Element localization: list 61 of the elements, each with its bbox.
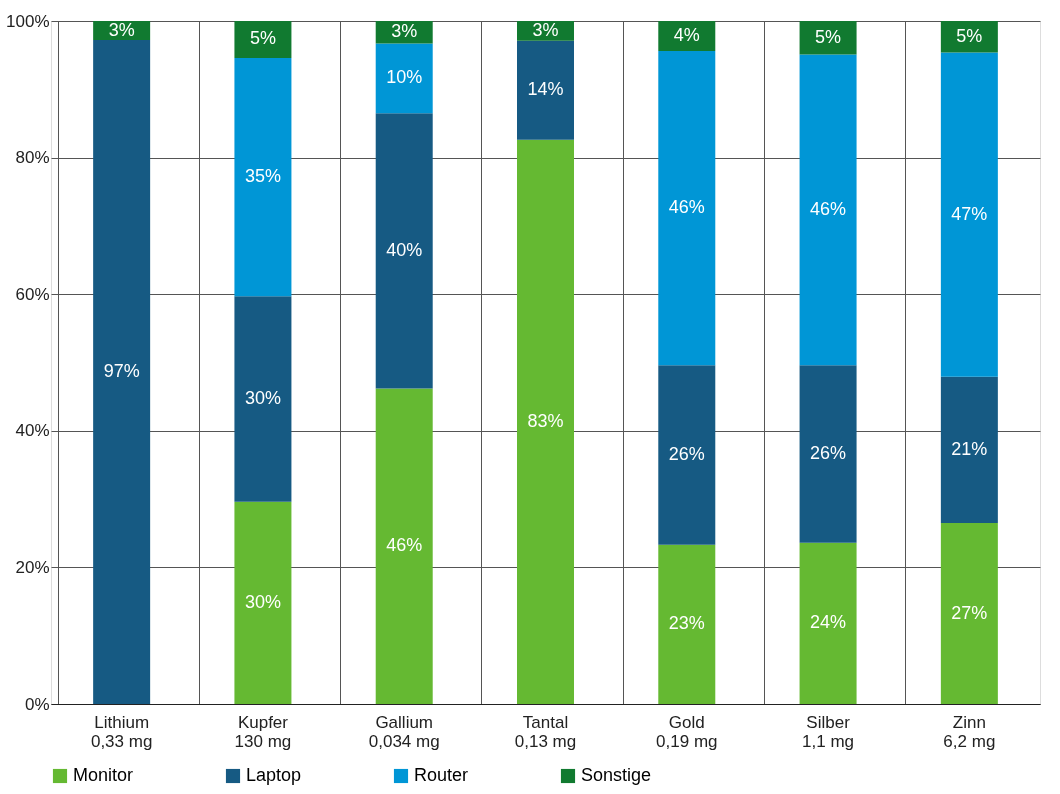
bar <box>658 365 716 545</box>
data-label: 30% <box>244 388 281 409</box>
bar <box>940 52 998 377</box>
bar <box>799 54 857 366</box>
bar <box>93 40 151 704</box>
bar <box>517 139 574 704</box>
data-label: 40% <box>386 239 423 260</box>
data-label: 14% <box>527 79 564 100</box>
data-label: 3% <box>391 21 418 42</box>
bar <box>375 388 433 704</box>
data-label: 30% <box>244 591 281 612</box>
data-label: 47% <box>951 203 988 224</box>
bar <box>375 113 433 389</box>
x-tick-label: Gallium 0,034 mg <box>368 712 440 751</box>
legend-label: Laptop <box>246 765 302 785</box>
bar <box>234 501 292 704</box>
data-label: 46% <box>668 197 705 218</box>
y-tick-label: 100% <box>6 11 50 31</box>
bar <box>658 51 716 366</box>
x-tick-label: Kupfer 130 mg <box>234 712 292 751</box>
data-label: 46% <box>810 198 847 219</box>
x-tick-label: Silber 1,1 mg <box>802 712 855 751</box>
y-tick-label: 20% <box>15 557 50 577</box>
data-label: 5% <box>249 28 276 49</box>
y-tick-label: 60% <box>15 284 50 304</box>
data-label: 3% <box>108 19 135 40</box>
data-label: 24% <box>810 612 847 633</box>
data-label: 83% <box>527 410 564 431</box>
y-tick-label: 40% <box>15 421 50 441</box>
bar <box>799 542 857 704</box>
bar <box>799 365 857 543</box>
bar <box>234 296 292 502</box>
bar <box>375 43 433 114</box>
legend-label: Router <box>414 765 469 785</box>
data-label: 4% <box>673 25 700 46</box>
bar <box>234 57 292 297</box>
data-label: 5% <box>956 25 983 46</box>
data-label: 26% <box>810 443 847 464</box>
bar <box>517 40 574 140</box>
data-label: 97% <box>103 361 140 382</box>
x-tick-label: Gold 0,19 mg <box>656 712 718 751</box>
data-label: 26% <box>668 444 705 465</box>
data-label: 27% <box>951 602 988 623</box>
data-label: 21% <box>951 438 988 459</box>
y-tick-label: 80% <box>15 148 50 168</box>
bar <box>658 544 716 704</box>
bar <box>234 21 292 58</box>
legend-label: Sonstige <box>581 765 652 785</box>
bar <box>940 376 998 524</box>
x-tick-label: Tantal 0,13 mg <box>514 712 577 751</box>
data-label: 35% <box>244 166 281 187</box>
data-label: 5% <box>815 26 842 47</box>
y-tick-label: 0% <box>24 694 50 714</box>
x-tick-label: Zinn 6,2 mg <box>943 712 996 751</box>
bar <box>940 523 998 704</box>
x-tick-label: Lithium 0,33 mg <box>90 712 153 751</box>
data-label: 46% <box>386 535 423 556</box>
data-label: 3% <box>532 19 559 40</box>
data-label: 23% <box>668 613 705 634</box>
legend-label: Monitor <box>73 765 134 785</box>
data-label: 10% <box>386 67 423 88</box>
